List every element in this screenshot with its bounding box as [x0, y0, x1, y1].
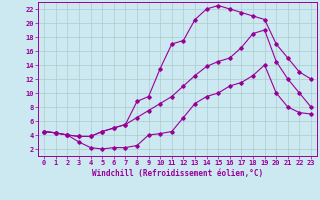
X-axis label: Windchill (Refroidissement éolien,°C): Windchill (Refroidissement éolien,°C) — [92, 169, 263, 178]
